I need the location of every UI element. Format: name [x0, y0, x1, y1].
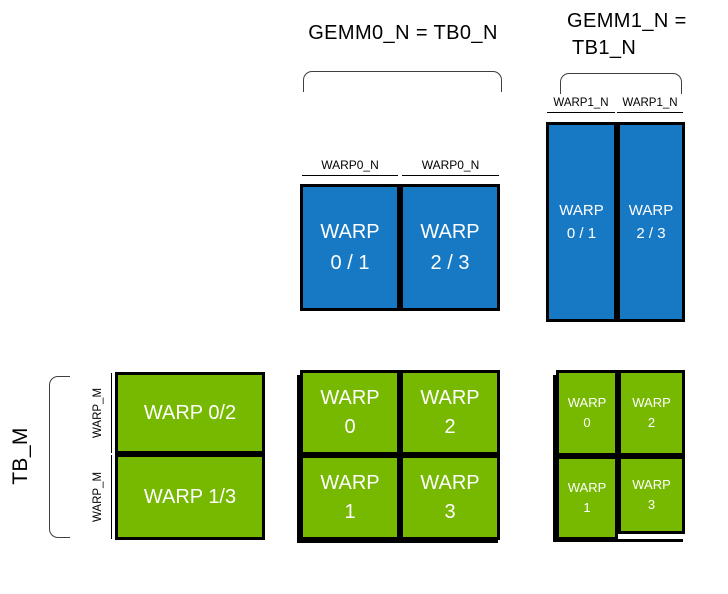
right-warp0-line1: WARP: [567, 395, 607, 410]
warp0-n-label-right: WARP0_N: [402, 158, 499, 176]
center-warp0-line2: 0: [344, 415, 356, 438]
right-warp3-box: WARP 3: [618, 456, 685, 534]
gemm0-warp23-box: WARP 2 / 3: [400, 184, 500, 311]
tb-m-label: TB_M: [0, 388, 42, 524]
warp-m-label-top-text: WARP_M: [92, 387, 104, 439]
gemm0-warp01-box: WARP 0 / 1: [300, 184, 400, 311]
center-warp1-line2: 1: [344, 500, 356, 523]
gemm1-warp01-line1: WARP: [559, 202, 604, 219]
center-warp1-box: WARP 1: [300, 455, 400, 540]
gemm1-warp01-line2: 0 / 1: [566, 225, 597, 242]
gemm1-n-header-line2: TB1_N: [572, 37, 637, 59]
right-grid-outline: [553, 375, 683, 542]
tb-m-label-text: TB_M: [9, 427, 33, 485]
center-warp1-line1: WARP: [320, 471, 380, 494]
center-warp0-box: WARP 0: [300, 370, 400, 455]
right-warp2-box: WARP 2: [618, 370, 685, 456]
center-warp3-box: WARP 3: [400, 455, 500, 540]
left-warp13-box: WARP 1/3: [115, 454, 265, 540]
warp1-n-label-left: WARP1_N: [547, 97, 615, 113]
tb-m-extent-bracket: [49, 376, 70, 538]
center-warp3-line1: WARP: [420, 471, 480, 494]
gemm0-warp01-line2: 0 / 1: [330, 251, 370, 274]
right-warp1-box: WARP 1: [556, 456, 618, 540]
right-warp2-line1: WARP: [632, 395, 671, 410]
warp-m-label-bottom-text: WARP_M: [92, 471, 104, 523]
gemm1-warp23-line2: 2 / 3: [636, 225, 666, 242]
gemm0-warp01-line1: WARP: [320, 220, 380, 243]
left-warp02-box: WARP 0/2: [115, 372, 265, 454]
right-warp3-line1: WARP: [632, 477, 671, 492]
warp1-n-label-right: WARP1_N: [617, 97, 683, 113]
gemm0-warp23-line1: WARP: [420, 220, 480, 243]
gemm0-n-header: GEMM0_N = TB0_N: [308, 22, 498, 44]
center-warp0-line1: WARP: [320, 386, 380, 409]
center-warp2-box: WARP 2: [400, 370, 500, 455]
warp-m-label-top: WARP_M: [85, 373, 112, 453]
left-warp02-label: WARP 0/2: [143, 401, 237, 424]
center-warp3-line2: 3: [444, 500, 456, 523]
center-warp2-line2: 2: [444, 415, 456, 438]
gemm1-warp01-box: WARP 0 / 1: [546, 122, 617, 322]
warp-m-label-bottom: WARP_M: [85, 455, 112, 539]
left-warp13-label: WARP 1/3: [143, 485, 237, 508]
right-warp1-line2: 1: [583, 500, 591, 515]
center-grid-outline: [297, 375, 498, 543]
right-warp0-line2: 0: [583, 415, 591, 430]
center-warp2-line1: WARP: [420, 386, 480, 409]
gemm1-warp23-line1: WARP: [628, 202, 674, 219]
right-warp1-line1: WARP: [567, 480, 607, 495]
gemm1-n-header-line1: GEMM1_N =: [567, 10, 687, 32]
right-warp3-line2: 3: [647, 497, 656, 512]
gemm1-warp23-box: WARP 2 / 3: [617, 122, 685, 322]
right-warp2-line2: 2: [647, 415, 656, 430]
gemm1-n-header: GEMM1_N = TB1_N: [567, 8, 717, 62]
warp0-n-label-left: WARP0_N: [302, 158, 398, 176]
gemm0-n-extent-bracket: [303, 71, 502, 92]
gemm0-warp23-line2: 2 / 3: [430, 251, 470, 274]
right-warp0-box: WARP 0: [556, 370, 618, 456]
gemm1-n-extent-bracket: [560, 73, 682, 94]
